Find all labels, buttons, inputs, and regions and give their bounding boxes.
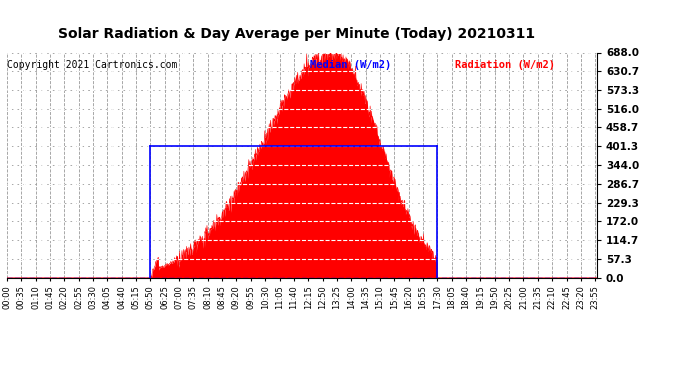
Text: Radiation (W/m2): Radiation (W/m2) [455,60,555,70]
Text: Median (W/m2): Median (W/m2) [310,60,392,70]
Text: Copyright 2021 Cartronics.com: Copyright 2021 Cartronics.com [7,60,177,70]
Text: Solar Radiation & Day Average per Minute (Today) 20210311: Solar Radiation & Day Average per Minute… [58,27,535,41]
